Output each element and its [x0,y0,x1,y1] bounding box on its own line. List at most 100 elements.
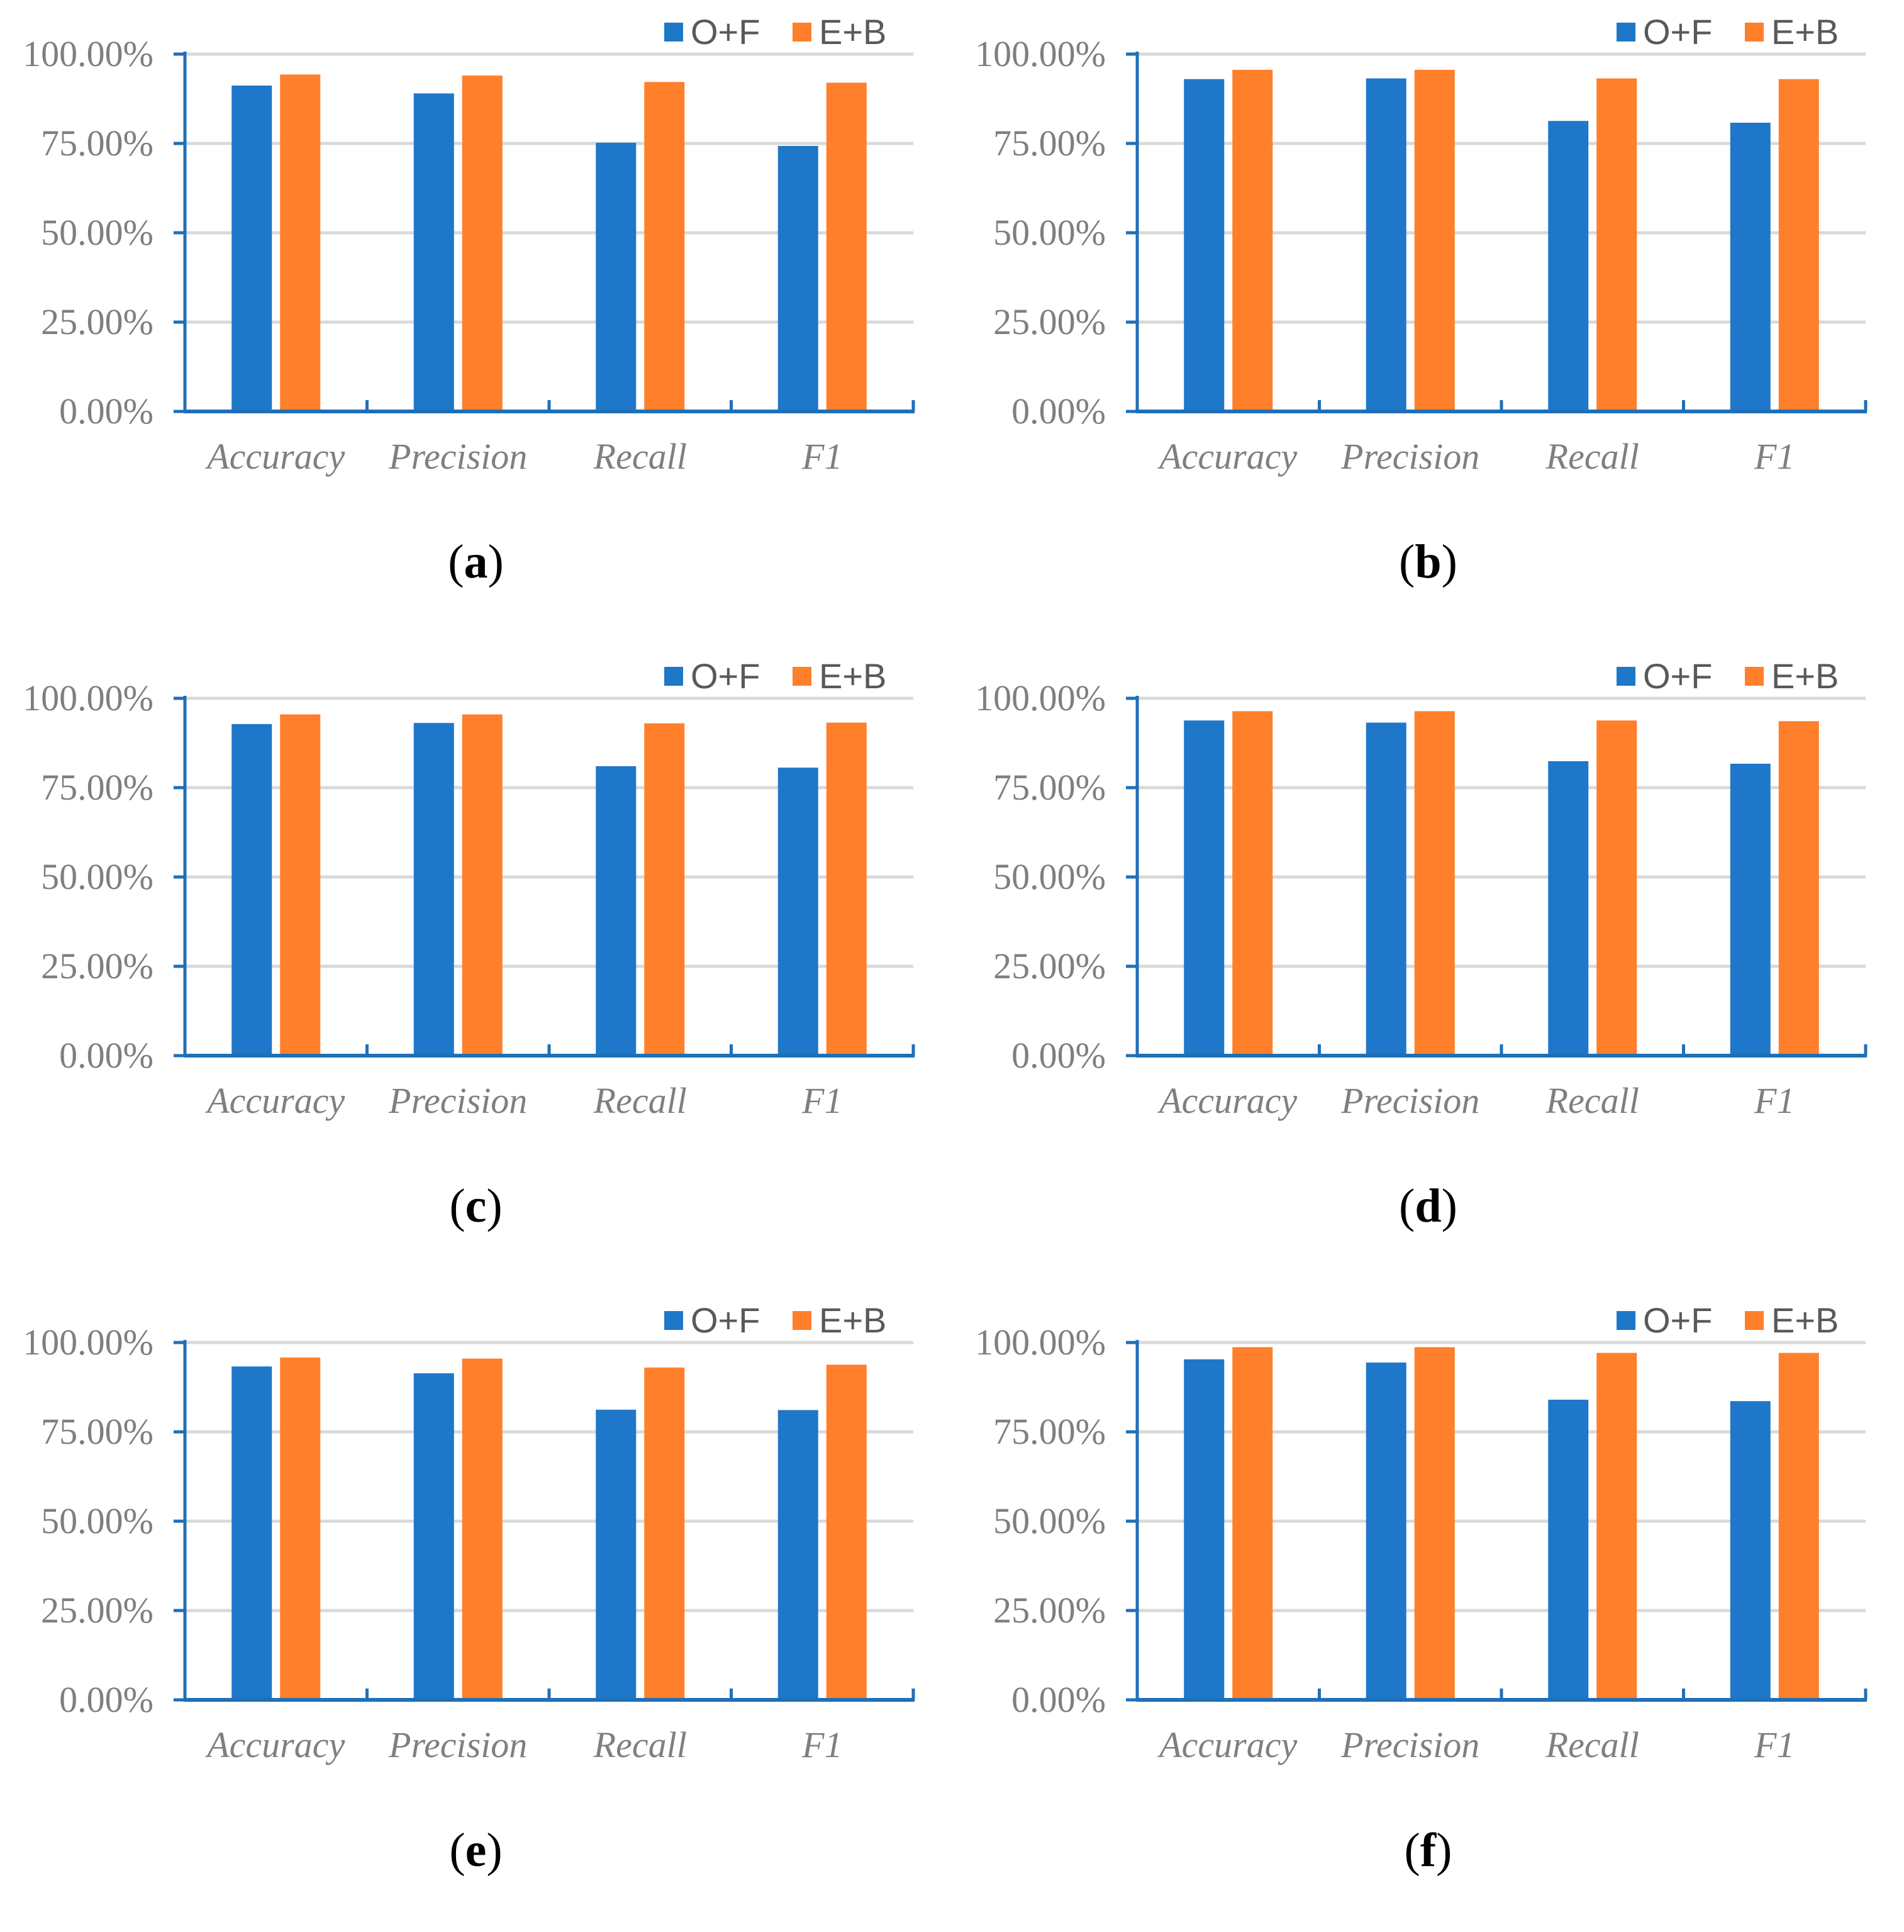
bar-e-b-accuracy [280,714,321,1056]
bar-o-f-accuracy [231,85,272,411]
y-tick-label: 25.00% [41,946,153,986]
bar-e-b-precision [1414,1347,1455,1700]
y-tick-label: 50.00% [993,856,1106,897]
y-tick-label: 75.00% [993,767,1106,808]
legend-swatch-o-f [1617,23,1635,42]
bar-e-b-recall [1596,1353,1637,1700]
bar-e-b-f1 [1778,1353,1819,1700]
bar-o-f-f1 [1730,763,1771,1056]
bar-o-f-accuracy [1184,1359,1225,1700]
y-tick-label: 75.00% [41,767,153,808]
legend-label: O+F [1643,12,1712,52]
x-category-label: Recall [1545,1080,1639,1121]
x-category-label: F1 [1754,1724,1795,1765]
y-tick-label: 75.00% [41,123,153,164]
bar-e-b-precision [1414,711,1455,1056]
bar-e-b-f1 [826,722,867,1056]
y-tick-label: 25.00% [993,301,1106,342]
bar-o-f-precision [413,1373,454,1700]
x-category-label: Accuracy [204,436,345,477]
legend-label: O+F [1643,1300,1712,1340]
x-category-label: Precision [388,436,527,477]
legend-label: E+B [1771,656,1839,696]
caption-a: (a) [448,535,504,588]
bar-o-f-recall [1548,121,1589,411]
legend-label: O+F [1643,656,1712,696]
legend-swatch-e-b [793,667,811,686]
bar-o-f-recall [1548,761,1589,1056]
x-category-label: Accuracy [1157,1080,1297,1121]
y-tick-label: 50.00% [41,856,153,897]
chart-b: 0.00% 25.00% 50.00% 75.00% 100.00% Accuracy Pr… [975,12,1868,477]
bar-e-b-precision [462,714,503,1056]
chart-e: 0.00% 25.00% 50.00% 75.00% 100.00% Accuracy Pr… [23,1300,915,1765]
bar-e-b-accuracy [1232,711,1273,1056]
bar-e-b-recall [644,1367,685,1700]
bar-o-f-precision [413,93,454,412]
legend-label: O+F [691,12,760,52]
bar-o-f-recall [1548,1399,1589,1700]
y-tick-label: 0.00% [59,1679,153,1720]
bar-o-f-recall [596,142,637,411]
y-tick-label: 25.00% [993,1590,1106,1631]
bar-e-b-recall [644,82,685,411]
x-category-label: Precision [388,1724,527,1765]
bar-o-f-precision [1366,722,1406,1056]
chart-d: 0.00% 25.00% 50.00% 75.00% 100.00% Accuracy Pr… [975,656,1868,1121]
bar-o-f-precision [1366,1362,1406,1700]
chart-c: 0.00% 25.00% 50.00% 75.00% 100.00% Accuracy Pr… [23,656,915,1121]
y-tick-label: 100.00% [23,678,153,718]
bar-o-f-f1 [777,768,818,1056]
x-category-label: F1 [1754,436,1795,477]
bar-e-b-f1 [1778,721,1819,1056]
y-tick-label: 25.00% [41,1590,153,1631]
x-category-label: F1 [801,1080,842,1121]
x-category-label: Precision [1340,1724,1479,1765]
y-tick-label: 50.00% [41,212,153,253]
bar-e-b-recall [644,723,685,1056]
legend-swatch-o-f [1617,1311,1635,1330]
y-tick-label: 100.00% [975,678,1106,718]
y-tick-label: 75.00% [41,1411,153,1452]
x-category-label: Precision [1340,436,1479,477]
y-tick-label: 0.00% [1011,391,1106,432]
y-tick-label: 75.00% [993,1411,1106,1452]
bar-e-b-accuracy [280,1357,321,1700]
legend-swatch-o-f [1617,667,1635,686]
bar-e-b-precision [462,1358,503,1700]
bar-e-b-recall [1596,78,1637,411]
y-tick-label: 100.00% [975,33,1106,74]
y-tick-label: 100.00% [23,1322,153,1363]
bar-o-f-precision [1366,78,1406,411]
x-category-label: Recall [593,1724,687,1765]
bar-e-b-precision [462,75,503,411]
x-category-label: Accuracy [204,1724,345,1765]
bar-e-b-accuracy [1232,1347,1273,1700]
bar-o-f-accuracy [1184,79,1225,411]
bar-o-f-f1 [1730,123,1771,411]
legend-label: E+B [819,656,886,696]
y-tick-label: 25.00% [41,301,153,342]
legend-swatch-o-f [664,1311,683,1330]
caption-d: (d) [1399,1180,1457,1232]
bar-e-b-recall [1596,720,1637,1056]
y-tick-label: 50.00% [993,1500,1106,1541]
x-category-label: Recall [1545,436,1639,477]
legend-label: E+B [819,12,886,52]
chart-panel-d: 0.00% 25.00% 50.00% 75.00% 100.00% Accuracy Pr… [952,644,1904,1288]
bar-e-b-accuracy [1232,69,1273,411]
legend-label: O+F [691,656,760,696]
y-tick-label: 50.00% [993,212,1106,253]
legend-swatch-o-f [664,667,683,686]
caption-b: (b) [1399,535,1457,588]
y-tick-label: 0.00% [59,391,153,432]
caption-c: (c) [449,1180,503,1232]
caption-f: (f) [1404,1824,1452,1877]
chart-panel-c: 0.00% 25.00% 50.00% 75.00% 100.00% Accuracy Pr… [0,644,952,1288]
y-tick-label: 100.00% [975,1322,1106,1363]
chart-f: 0.00% 25.00% 50.00% 75.00% 100.00% Accuracy Pr… [975,1300,1868,1765]
x-category-label: Accuracy [1157,1724,1297,1765]
x-category-label: Accuracy [204,1080,345,1121]
legend-swatch-e-b [793,23,811,42]
